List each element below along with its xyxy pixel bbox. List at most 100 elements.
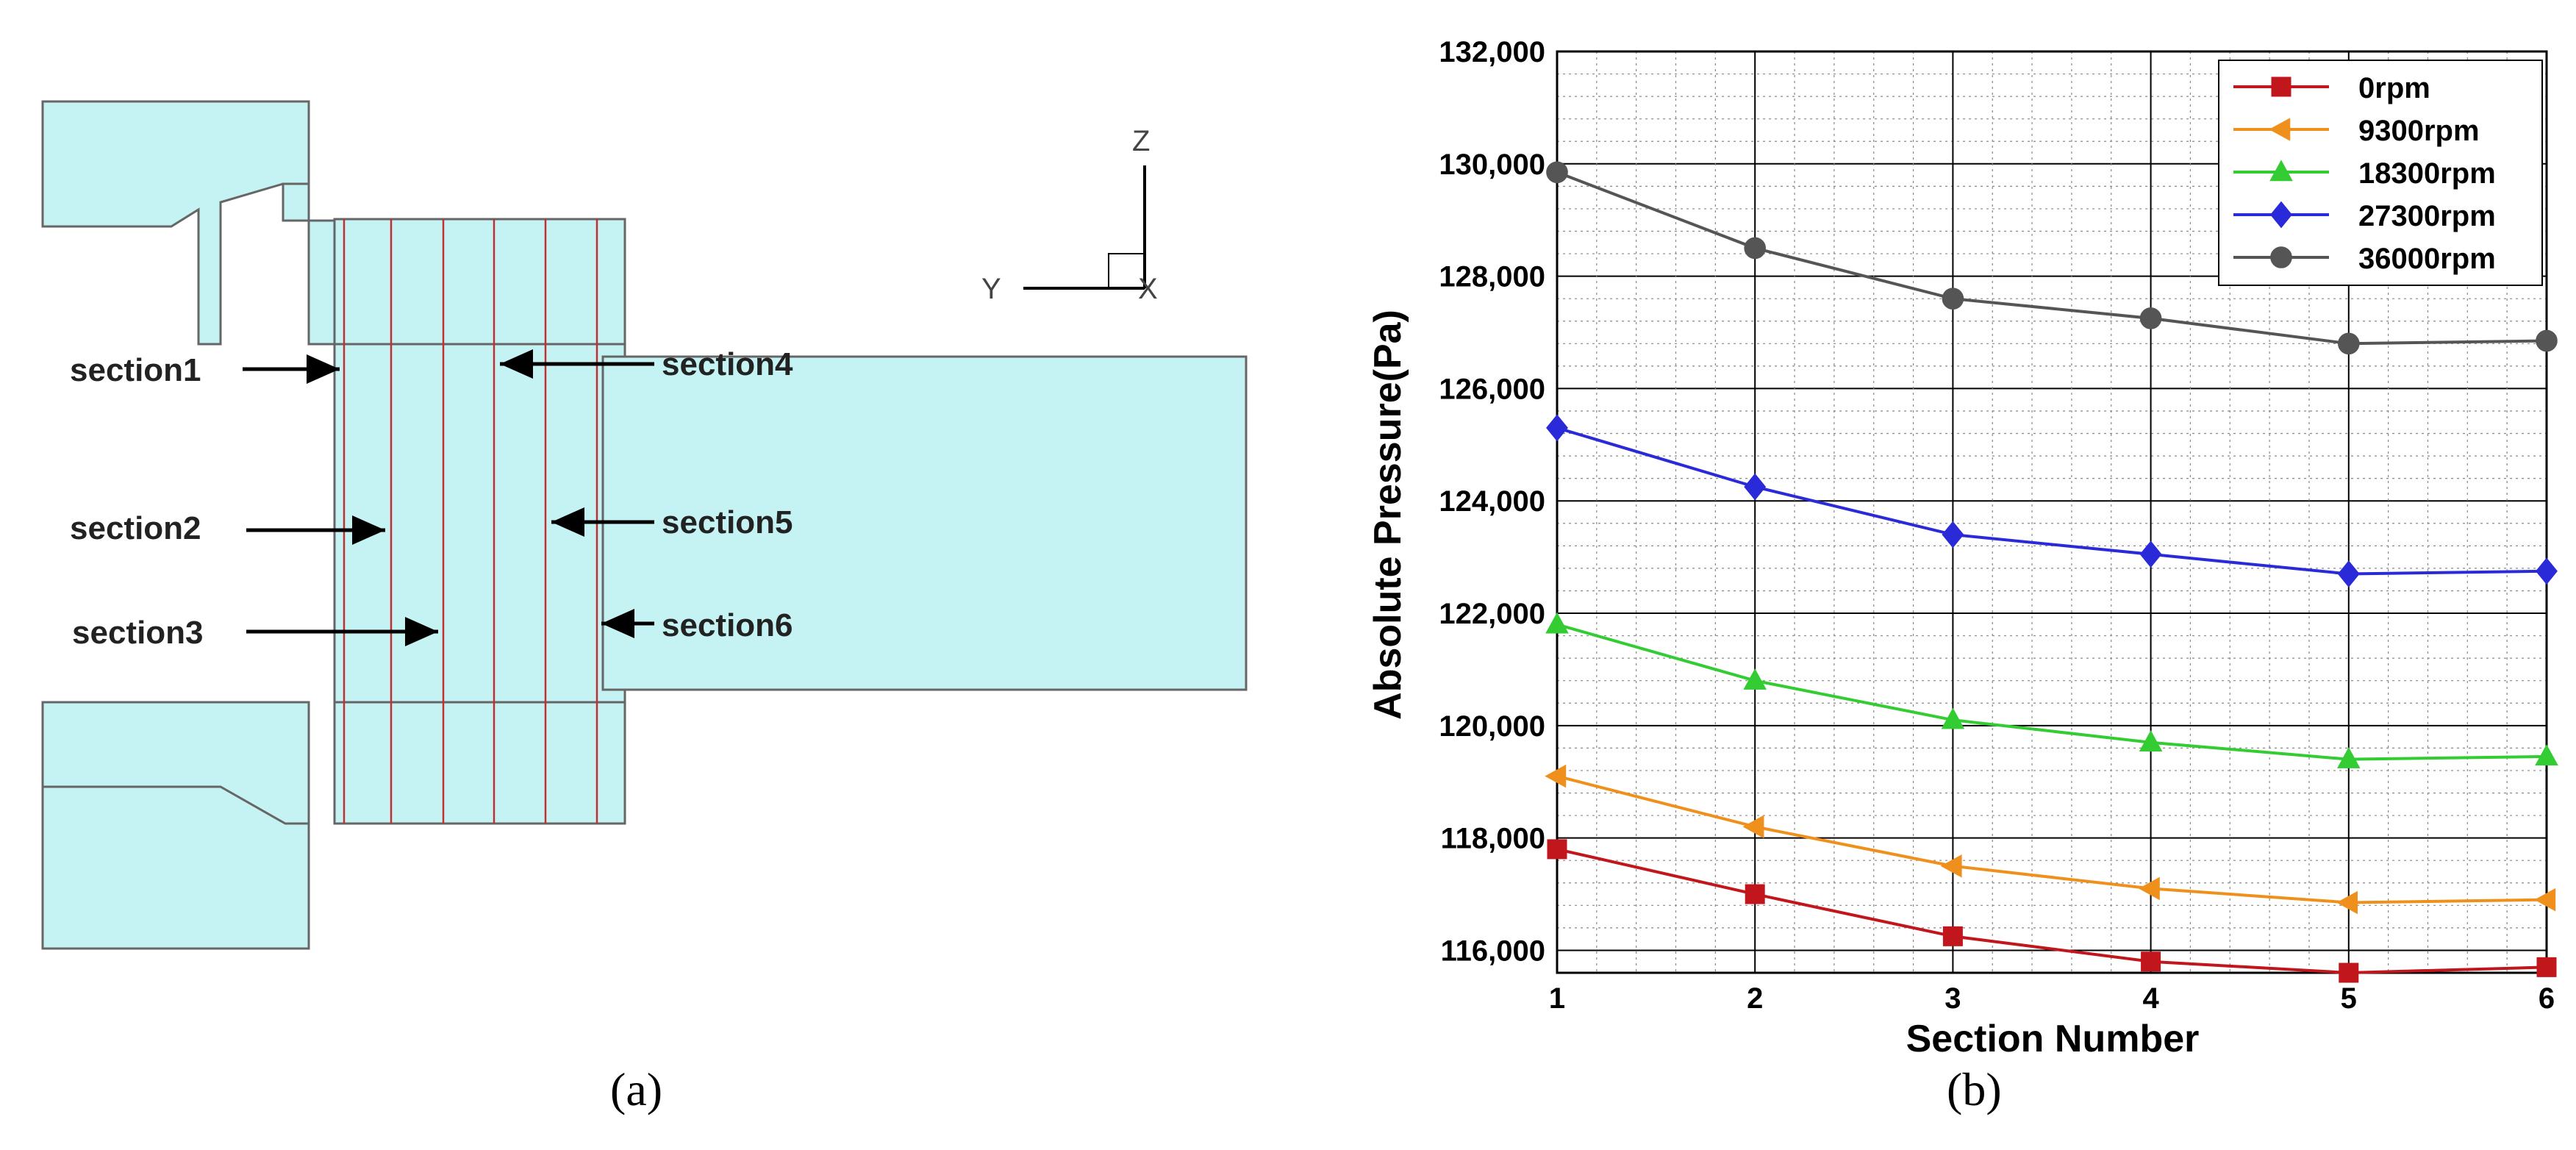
section5-label: section5 [662,504,793,540]
upper-channel [282,182,340,346]
legend-item: 36000rpm [2233,243,2496,275]
data-point [1744,473,1767,501]
data-point [1942,521,1964,549]
data-point [1547,839,1567,860]
section3-label: section3 [72,615,204,651]
x-tick-label: 6 [2539,982,2555,1015]
data-point [2139,307,2162,329]
plot-grid [1556,51,2547,973]
axis-y-label: Y [981,273,1001,305]
data-point [2337,747,2361,768]
upper-inlet-block [41,100,310,346]
series-2 [1545,764,2556,915]
legend: 0rpm 9300rpm 18300rpm 27300rpm 36000rpm [2218,60,2543,286]
lower-rotor-block [333,701,626,825]
y-axis-ticks: 116,000 118,000 120,000 122,000 124,000 126,0… [1439,36,1545,967]
series-line [1556,623,2547,761]
data-point [2536,329,2558,352]
axis-triad [1023,165,1146,290]
series-line [1556,847,2547,975]
y-tick-label: 118,000 [1441,823,1545,855]
x-tick-label: 2 [1747,982,1763,1015]
x-tick-label: 1 [1549,982,1565,1015]
series-1 [1547,839,2557,983]
axis-z-label: Z [1132,125,1150,157]
data-point [1942,926,1963,946]
y-tick-label: 120,000 [1439,710,1545,743]
legend-label: 18300rpm [2358,157,2496,190]
legend-item: 0rpm [2233,72,2430,104]
x-axis-ticks: 1 2 3 4 5 6 [1549,982,2555,1015]
series-line [1556,774,2547,904]
data-point [2337,560,2360,588]
data-point [1942,288,1964,310]
data-point [2535,744,2558,766]
data-point [1940,854,1962,878]
x-tick-label: 4 [2142,982,2159,1015]
data-point [1941,707,1965,729]
y-tick-label: 124,000 [1439,485,1545,518]
panel-a-schematic: section1 section2 section3 section4 sect… [41,100,1248,950]
data-point [1743,668,1767,690]
x-tick-label: 5 [2341,982,2357,1015]
data-point [2536,557,2558,585]
legend-item: 18300rpm [2233,157,2496,190]
legend-label: 36000rpm [2358,243,2496,275]
legend-label: 9300rpm [2358,115,2480,147]
series-line [1556,426,2547,576]
data-point [2338,332,2360,355]
series-4 [1546,414,2558,588]
data-point [2139,730,2163,751]
y-tick-label: 116,000 [1441,935,1545,967]
series-5 [1546,161,2558,355]
section4-label: section4 [662,346,793,382]
section6-label: section6 [662,607,793,643]
data-point [1546,161,1568,184]
data-point [2536,957,2557,977]
data-point [2336,890,2358,915]
data-point [2141,951,2161,972]
series-3 [1545,612,2558,768]
data-point [1545,612,1569,634]
data-point [2270,246,2292,268]
section2-label: section2 [70,510,201,546]
data-point [1546,414,1568,442]
data-point [2139,540,2162,568]
y-tick-label: 122,000 [1439,598,1545,630]
y-tick-label: 126,000 [1439,373,1545,405]
section-lines [343,219,598,824]
legend-label: 0rpm [2358,72,2430,104]
y-tick-label: 128,000 [1439,261,1545,293]
caption-b: (b) [1947,1063,2002,1115]
data-point [2339,963,2359,983]
y-axis-label: Absolute Pressure(Pa) [1367,310,1409,720]
data-point [1545,764,1567,788]
series-line [1556,171,2547,346]
outlet-duct [601,355,1248,691]
data-point [1744,237,1766,260]
section1-label: section1 [70,352,201,388]
data-point [2270,201,2292,229]
data-point [2534,888,2556,912]
data-point [1742,815,1764,839]
lower-inlet-block [41,701,310,950]
y-tick-label: 130,000 [1439,149,1545,181]
axis-x-label: X [1138,273,1158,305]
data-point [1745,884,1765,904]
x-tick-label: 3 [1944,982,1961,1015]
plot-area-frame [1556,50,2548,974]
data-point [2269,118,2291,141]
legend-item: 9300rpm [2233,115,2480,147]
x-axis-label: Section Number [1906,1018,2200,1060]
legend-item: 27300rpm [2233,200,2496,232]
caption-a: (a) [610,1063,663,1115]
upper-rotor-block [333,218,626,346]
series-layer [1545,161,2558,983]
y-tick-label: 132,000 [1439,36,1545,68]
data-point [2269,160,2293,182]
data-point [2138,876,2160,901]
data-point [2271,76,2291,97]
panel-b-chart: 116,000 118,000 120,000 122,000 124,000 126,0… [1367,36,2558,1060]
legend-label: 27300rpm [2358,200,2496,232]
